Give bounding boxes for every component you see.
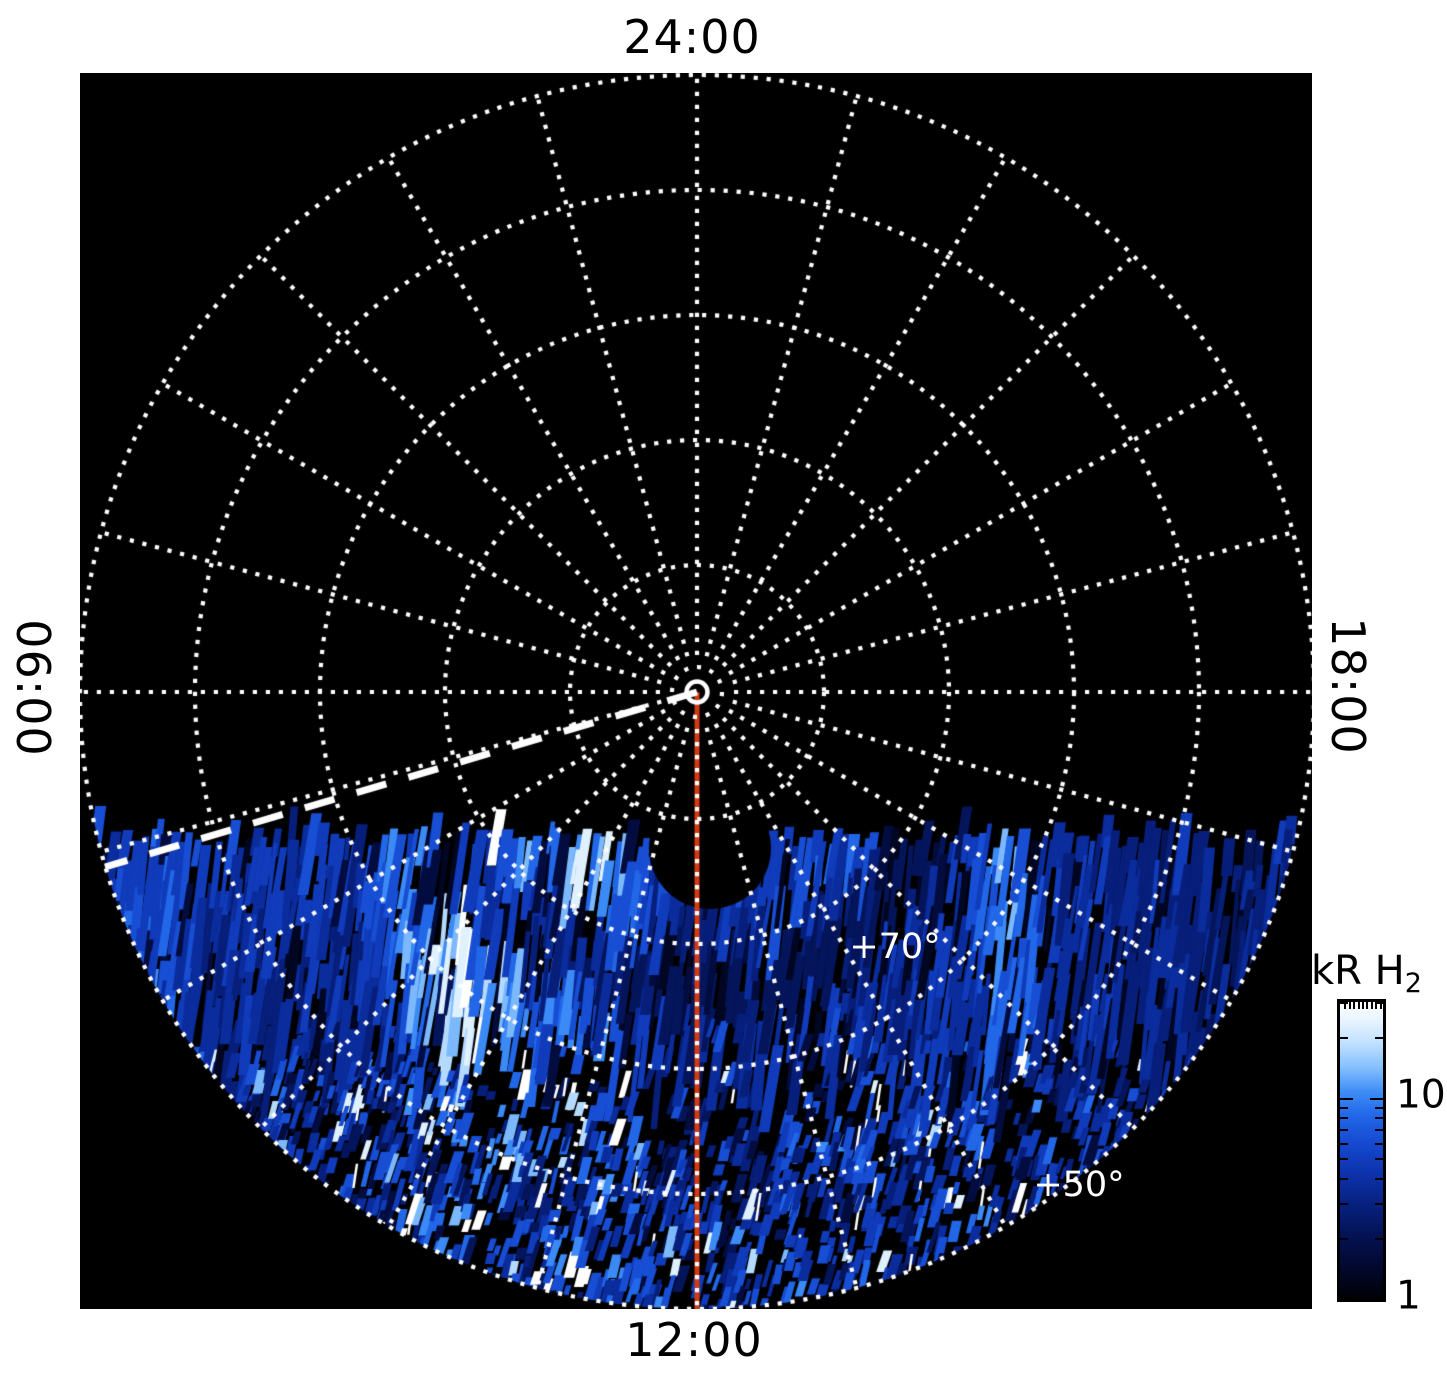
- colorbar-tick-20: [1340, 1037, 1348, 1040]
- polar-heatmap-canvas: [80, 73, 1312, 1309]
- colorbar-tick-1: [1340, 1297, 1353, 1299]
- colorbar-tick-6: [1340, 1142, 1348, 1145]
- colorbar-tick-5: [1340, 1158, 1348, 1161]
- colorbar-top-minor-tick: [1362, 1002, 1364, 1009]
- colorbar-title: kR H2: [1311, 948, 1422, 999]
- colorbar-top-minor-tick: [1370, 1002, 1373, 1009]
- colorbar-tick-8: [1340, 1117, 1348, 1120]
- hour-label-1200: 12:00: [625, 1313, 763, 1367]
- colorbar-tick-label-10: 10: [1396, 1072, 1446, 1118]
- colorbar-tick-20: [1375, 1037, 1383, 1040]
- colorbar-title-subscript: 2: [1404, 968, 1422, 999]
- colorbar-tick-9: [1375, 1107, 1383, 1110]
- colorbar-tick-9: [1340, 1107, 1348, 1110]
- colorbar-top-minor-tick: [1375, 1002, 1378, 1009]
- colorbar-gradient: [1340, 1002, 1383, 1299]
- colorbar-top-minor-tick: [1353, 1002, 1356, 1009]
- colorbar-tick-3: [1340, 1203, 1348, 1206]
- colorbar-tick-8: [1375, 1117, 1383, 1120]
- colorbar-tick-10: [1370, 1097, 1383, 1100]
- colorbar-top-minor-tick: [1357, 1002, 1360, 1009]
- hour-label-2400: 24:00: [623, 10, 761, 64]
- colorbar-tick-3: [1375, 1203, 1383, 1206]
- colorbar-tick-2: [1340, 1238, 1348, 1241]
- hour-label-0600: 06:00: [6, 619, 60, 757]
- colorbar-tick-7: [1340, 1129, 1348, 1132]
- colorbar-title-main: kR H: [1311, 948, 1405, 994]
- colorbar-tick-10: [1340, 1097, 1353, 1100]
- colorbar-tick-6: [1375, 1142, 1383, 1145]
- colorbar-tick-2: [1375, 1238, 1383, 1241]
- colorbar-top-minor-tick: [1366, 1002, 1369, 1009]
- hour-label-1800: 18:00: [1321, 617, 1375, 755]
- colorbar-top-minor-tick: [1344, 1002, 1347, 1009]
- colorbar-top-minor-tick: [1348, 1002, 1351, 1009]
- colorbar-tick-1: [1370, 1297, 1383, 1299]
- colorbar-tick-7: [1375, 1129, 1383, 1132]
- colorbar-tick-30: [1340, 1002, 1348, 1004]
- colorbar-tick-5: [1375, 1158, 1383, 1161]
- latitude-label-70: +70°: [849, 927, 941, 967]
- colorbar-top-minor-tick: [1379, 1002, 1382, 1009]
- colorbar-tick-label-1: 1: [1396, 1273, 1421, 1319]
- latitude-label-50: +50°: [1033, 1165, 1125, 1205]
- colorbar-tick-4: [1375, 1177, 1383, 1180]
- colorbar-tick-4: [1340, 1177, 1348, 1180]
- colorbar-tick-30: [1375, 1002, 1383, 1004]
- colorbar: [1337, 999, 1386, 1302]
